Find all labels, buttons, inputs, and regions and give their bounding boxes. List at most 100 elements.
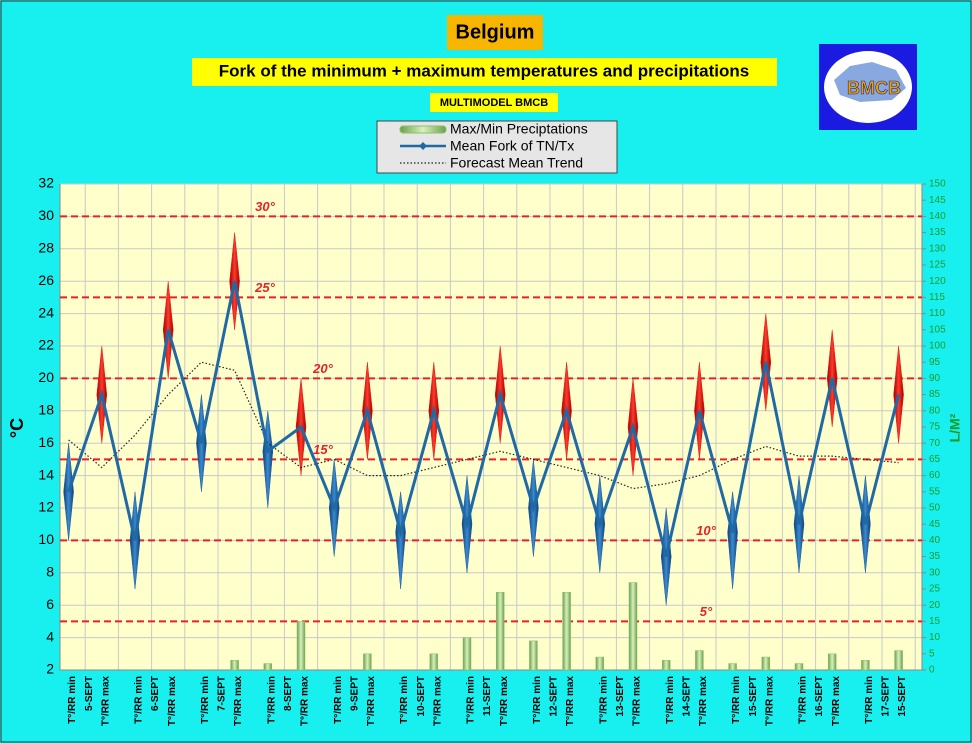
date-label: 11-SEPT <box>482 676 493 716</box>
y2-tick-label: 80 <box>929 405 941 416</box>
y2-tick-label: 0 <box>929 665 935 676</box>
y-tick-label: 26 <box>38 272 54 288</box>
y2-tick-label: 100 <box>929 341 946 352</box>
x-tick-label: T°/RR max <box>100 676 111 727</box>
y-tick-label: 22 <box>38 337 54 353</box>
x-tick-label: T°/RR min <box>864 676 875 724</box>
precip-bar <box>628 582 638 671</box>
legend-swatch-marker <box>419 142 427 150</box>
x-tick-label: T°/RR max <box>632 676 643 727</box>
y-tick-label: 2 <box>46 661 54 677</box>
source-box <box>430 93 558 112</box>
x-tick-label: T°/RR max <box>432 676 443 727</box>
y2-tick-label: 120 <box>929 276 946 287</box>
y-tick-label: 12 <box>38 499 54 515</box>
legend-label: Forecast Mean Trend <box>450 155 583 171</box>
date-label: 13-SEPT <box>615 676 626 717</box>
date-label: 14-SEPT <box>681 676 692 717</box>
precip-bar <box>296 621 306 671</box>
y-tick-label: 8 <box>46 564 54 580</box>
x-tick-label: T°/RR max <box>698 676 709 727</box>
reference-label: 30° <box>255 199 275 214</box>
logo-map <box>834 62 906 102</box>
y2-tick-label: 140 <box>929 211 946 222</box>
y2-tick-label: 85 <box>929 389 941 400</box>
x-tick-label: T°/RR max <box>565 676 576 727</box>
precip-bar <box>861 660 870 671</box>
precip-bar <box>363 653 372 671</box>
y2-tick-label: 40 <box>929 535 941 546</box>
y-tick-label: 24 <box>38 304 54 320</box>
x-tick-label: T°/RR min <box>532 676 543 724</box>
x-tick-label: T°/RR min <box>399 676 410 724</box>
y2-tick-label: 25 <box>929 584 941 595</box>
y2-tick-label: 60 <box>929 470 941 481</box>
date-label: 9-SEPT <box>349 676 360 711</box>
y2-tick-label: 65 <box>929 454 941 465</box>
y2-tick-label: 35 <box>929 551 941 562</box>
precip-bar <box>230 660 239 671</box>
y-tick-label: 30 <box>38 207 54 223</box>
y2-tick-label: 5 <box>929 648 935 659</box>
date-label: 8-SEPT <box>283 676 294 711</box>
y2-tick-label: 45 <box>929 519 941 530</box>
y2-tick-label: 105 <box>929 324 946 335</box>
precip-bar <box>462 637 472 671</box>
y-tick-label: 6 <box>46 596 54 612</box>
y-tick-label: 32 <box>38 175 54 191</box>
x-tick-label: T°/RR max <box>499 676 510 727</box>
chart-title: Belgium <box>456 21 535 43</box>
y2-tick-label: 130 <box>929 243 946 254</box>
y-tick-label: 14 <box>38 466 54 482</box>
y-axis-label: °C <box>7 418 27 438</box>
legend-label: Max/Min Preciptations <box>450 121 588 137</box>
precip-bar <box>794 663 804 671</box>
x-tick-label: T°/RR max <box>300 676 311 727</box>
x-tick-label: T°/RR min <box>798 676 809 724</box>
date-label: 10-SEPT <box>416 676 427 717</box>
y2-axis-label: L/M² <box>947 413 963 442</box>
reference-label: 15° <box>313 442 333 457</box>
date-label: 12-SEPT <box>549 676 560 717</box>
x-tick-label: T°/RR min <box>466 676 477 724</box>
x-tick-label: T°/RR max <box>366 676 377 727</box>
y-tick-label: 10 <box>38 531 54 547</box>
reference-label: 25° <box>254 280 275 295</box>
fork-diamond <box>63 443 74 541</box>
x-tick-label: T°/RR min <box>134 676 145 724</box>
precip-bar <box>728 663 737 671</box>
x-tick-label: T°/RR min <box>598 676 609 724</box>
precip-bar <box>429 653 439 671</box>
y2-tick-label: 115 <box>929 292 945 303</box>
y2-tick-label: 145 <box>929 195 946 206</box>
y2-tick-label: 50 <box>929 503 941 514</box>
precip-bar <box>263 663 273 671</box>
x-tick-label: T°/RR min <box>665 676 676 724</box>
date-label: 5-SEPT <box>84 676 95 711</box>
precip-bar <box>595 656 605 671</box>
precip-bar <box>894 650 903 671</box>
y-tick-label: 16 <box>38 434 54 450</box>
legend-swatch-precip <box>399 125 447 134</box>
legend-label: Mean Fork of TN/Tx <box>450 138 574 154</box>
date-label: 17-SEPT <box>881 676 892 717</box>
y2-tick-label: 95 <box>929 357 941 368</box>
precip-bar <box>562 591 571 671</box>
y-tick-label: 18 <box>38 402 54 418</box>
x-tick-label: T°/RR max <box>233 676 244 727</box>
y2-tick-label: 125 <box>929 260 946 271</box>
y2-tick-label: 55 <box>929 486 941 497</box>
precip-bar <box>695 650 704 671</box>
date-label: 16-SEPT <box>814 676 825 717</box>
y2-tick-label: 10 <box>929 632 941 643</box>
date-label: 7-SEPT <box>217 676 228 711</box>
precip-bar <box>495 591 505 671</box>
y2-tick-label: 15 <box>929 616 941 627</box>
x-tick-label: T°/RR min <box>731 676 742 724</box>
precip-bar <box>761 656 771 671</box>
source: MULTIMODEL BMCB <box>440 97 548 109</box>
x-tick-label: T°/RR min <box>333 676 344 724</box>
date-label: 15-SEPT <box>748 676 759 717</box>
